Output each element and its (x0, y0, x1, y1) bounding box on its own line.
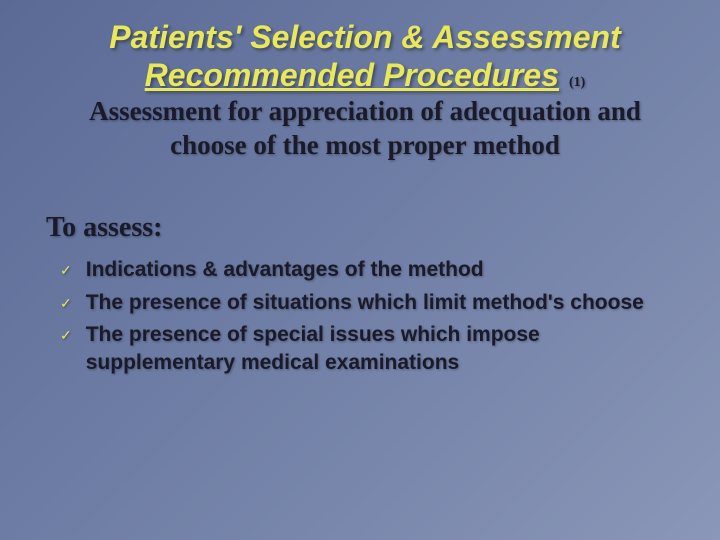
title-line-2: Recommended Procedures (145, 57, 559, 93)
title-line-1: Patients' Selection & Assessment (50, 18, 680, 56)
check-icon: ✓ (60, 262, 72, 279)
bullet-text: The presence of situations which limit m… (86, 289, 644, 317)
list-item: ✓ The presence of situations which limit… (60, 289, 680, 317)
bullet-list: ✓ Indications & advantages of the method… (50, 256, 680, 377)
title-block: Patients' Selection & Assessment Recomme… (50, 18, 680, 95)
check-icon: ✓ (60, 295, 72, 312)
subtitle: Assessment for appreciation of adecquati… (50, 95, 680, 163)
slide: Patients' Selection & Assessment Recomme… (0, 0, 720, 540)
bullet-text: Indications & advantages of the method (86, 256, 484, 284)
title-suffix: (1) (569, 75, 585, 90)
list-item: ✓ The presence of special issues which i… (60, 321, 680, 378)
check-icon: ✓ (60, 327, 72, 344)
section-heading: To assess: (46, 212, 680, 244)
list-item: ✓ Indications & advantages of the method (60, 256, 680, 284)
bullet-text: The presence of special issues which imp… (86, 321, 680, 378)
title-line-2-wrapper: Recommended Procedures (1) (50, 56, 680, 94)
